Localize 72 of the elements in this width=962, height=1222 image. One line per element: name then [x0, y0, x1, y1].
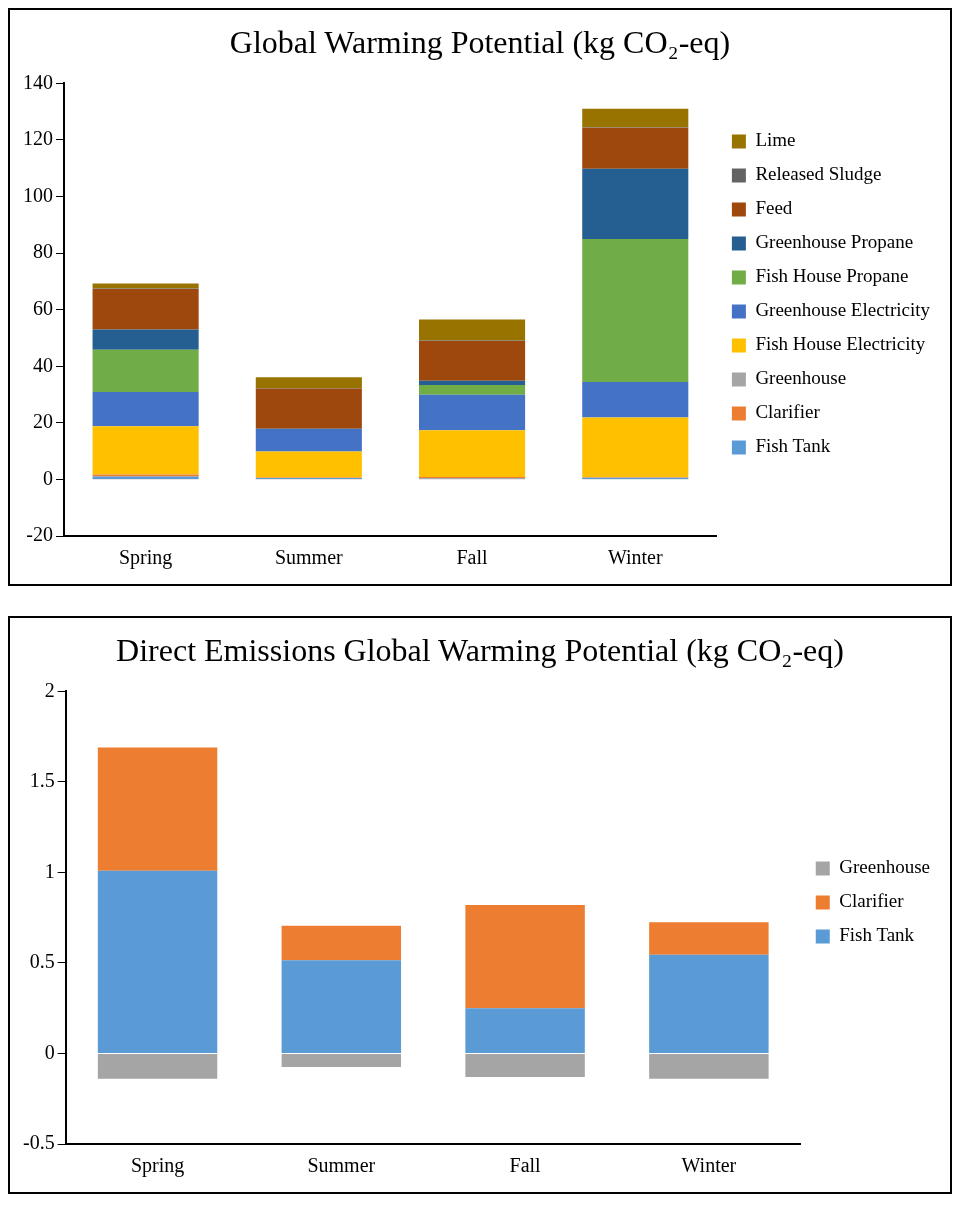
y-tick-label: 80: [33, 240, 53, 263]
legend-label: Greenhouse Propane: [755, 231, 914, 253]
bar: [582, 108, 689, 128]
bar: [582, 168, 689, 239]
y-tick-label: 60: [33, 296, 53, 319]
bar: [92, 329, 199, 350]
bar: [649, 1053, 769, 1079]
bar: [255, 428, 362, 452]
y-tick-label: -0.5: [22, 1131, 55, 1154]
legend-label: Greenhouse Electricity: [755, 299, 931, 321]
legend-label: Clarifier: [755, 401, 821, 423]
bar: [419, 341, 526, 381]
bar: [419, 319, 526, 341]
bar: [649, 922, 769, 955]
bar: [582, 382, 689, 418]
bar: [92, 426, 199, 475]
x-tick-label: Spring: [130, 1154, 185, 1178]
legend-label: Fish Tank: [755, 435, 831, 457]
x-tick-label: Spring: [118, 546, 173, 570]
legend-label: Fish House Electricity: [755, 333, 926, 355]
bar: [419, 430, 526, 477]
bar: [465, 1008, 585, 1053]
bar: [255, 451, 362, 478]
legend-label: Released Sludge: [755, 163, 882, 185]
legend-label: Fish House Propane: [755, 265, 909, 287]
y-tick-label: 0: [43, 466, 53, 489]
y-tick-label: 140: [23, 70, 53, 93]
x-tick-label: Fall: [456, 546, 489, 569]
legend-label: Greenhouse: [839, 856, 931, 878]
bar: [97, 747, 218, 871]
y-tick-label: 20: [33, 410, 53, 433]
x-tick-label: Summer: [274, 546, 344, 569]
bar: [255, 388, 362, 429]
x-tick-label: Summer: [307, 1154, 376, 1177]
legend-label: Greenhouse: [755, 367, 847, 389]
bar: [255, 377, 362, 389]
y-tick-label: 2: [44, 678, 55, 701]
x-tick-label: Winter: [681, 1154, 737, 1177]
bar: [97, 870, 218, 1053]
bar: [97, 1053, 218, 1079]
bar: [281, 1053, 402, 1068]
bar: [465, 1053, 585, 1078]
bar: [419, 380, 526, 385]
bar: [92, 289, 199, 330]
bar: [582, 127, 689, 169]
chart-title: Direct Emissions Global Warming Potential (kg CO₂-eq): [116, 631, 844, 668]
y-tick-label: 40: [33, 353, 53, 376]
bar: [582, 417, 689, 478]
chart-title: Global Warming Potential (kg CO₂-eq): [229, 23, 731, 60]
bar: [419, 394, 526, 431]
legend-label: Clarifier: [839, 890, 905, 912]
bar: [92, 349, 199, 393]
legend-label: Lime: [755, 129, 796, 151]
bar: [419, 384, 526, 395]
bar: [465, 905, 585, 1009]
legend-label: Fish Tank: [839, 924, 915, 946]
bar: [281, 925, 402, 961]
legend-label: Feed: [755, 197, 793, 219]
y-tick-label: 100: [23, 183, 53, 206]
bar: [92, 283, 199, 289]
y-tick-label: 1.5: [29, 769, 55, 792]
bar: [281, 960, 402, 1053]
x-tick-label: Winter: [607, 546, 663, 569]
y-tick-label: -20: [26, 523, 53, 546]
y-tick-label: 0: [44, 1040, 55, 1063]
y-tick-label: 120: [23, 127, 53, 150]
bar: [582, 238, 689, 383]
bar: [92, 392, 199, 427]
bar: [649, 954, 769, 1053]
y-tick-label: 1: [44, 859, 55, 882]
x-tick-label: Fall: [509, 1154, 542, 1177]
y-tick-label: 0.5: [29, 950, 55, 973]
